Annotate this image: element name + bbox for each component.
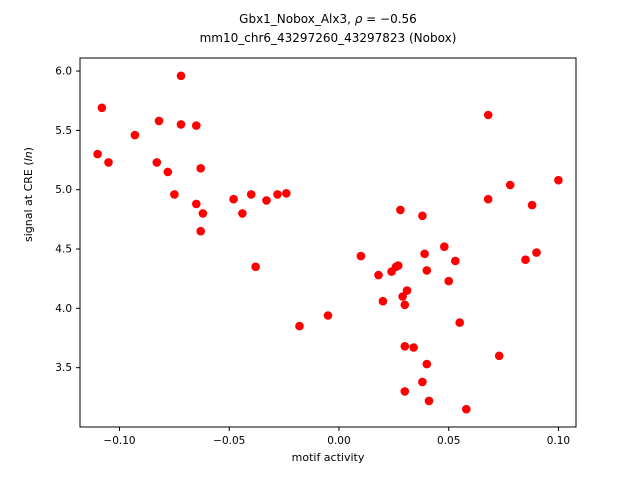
x-axis-label: motif activity [291,451,365,464]
data-point [393,261,403,270]
data-point [154,116,164,126]
data-point [163,167,173,177]
data-point [400,387,410,396]
y-tick-label: 4.0 [55,303,72,315]
data-point [483,194,493,204]
title-text: Gbx1_Nobox_Alx3, [239,12,355,26]
data-point [198,209,208,218]
data-point [196,226,205,236]
data-point [483,110,493,120]
data-point [422,266,432,275]
data-point [396,205,405,215]
data-point [422,359,432,369]
data-point [455,318,465,327]
data-point [400,342,410,351]
data-point [295,321,304,331]
data-point [462,404,471,414]
data-point [521,255,530,264]
chart-title-line1: Gbx1_Nobox_Alx3, ρ = −0.56 [80,10,576,29]
x-tick-label: 0.10 [547,435,570,447]
data-point [176,120,186,129]
data-point [554,175,563,185]
data-point [409,343,418,352]
data-point [192,121,201,130]
data-point [282,189,291,198]
data-point [527,200,537,210]
data-point [494,351,504,361]
y-tick-label: 6.0 [55,66,72,78]
y-tick-label: 4.5 [55,244,72,256]
data-point [176,71,186,81]
data-point [378,296,388,306]
x-tick-label: 0.05 [437,435,460,447]
data-point [97,103,107,113]
data-point [402,286,412,295]
x-tick-label: −0.05 [213,435,245,447]
data-point [152,158,162,167]
y-tick-label: 3.5 [55,362,72,374]
data-point [424,396,434,406]
y-axis-label-text: signal at CRE ( [22,161,35,242]
data-point [93,149,102,159]
data-point [356,251,366,261]
data-point [323,311,333,320]
data-point [246,190,256,199]
data-point [418,211,427,221]
data-point [130,130,140,140]
title-rho-value: = −0.56 [362,12,417,26]
title-rho-symbol: ρ [354,12,363,26]
data-point [532,248,541,257]
data-point [440,242,449,251]
data-point [444,276,454,286]
data-point [262,196,271,205]
data-point [273,190,282,199]
axes-frame [79,57,577,428]
y-axis-label-close: ) [22,147,35,152]
x-tick-label: 0.00 [327,435,350,447]
data-point [170,190,179,199]
data-point [251,262,260,272]
y-tick-label: 5.0 [55,184,72,196]
data-point [505,180,515,190]
data-point [398,292,407,301]
data-point [374,270,383,280]
y-tick-label: 5.5 [55,125,72,137]
data-point [196,164,205,173]
data-point [104,158,113,167]
y-axis-label-ln: ln [22,151,35,162]
chart-title-line2: mm10_chr6_43297260_43297823 (Nobox) [199,30,457,45]
data-point [451,256,460,266]
data-point [192,199,201,209]
chart-title: Gbx1_Nobox_Alx3, ρ = −0.56 mm10_chr6_432… [80,10,576,47]
x-tick-label: −0.10 [103,435,135,447]
data-point [400,300,410,310]
data-point [420,249,429,259]
data-point [229,194,238,204]
data-point [238,209,247,218]
data-point [418,377,427,387]
